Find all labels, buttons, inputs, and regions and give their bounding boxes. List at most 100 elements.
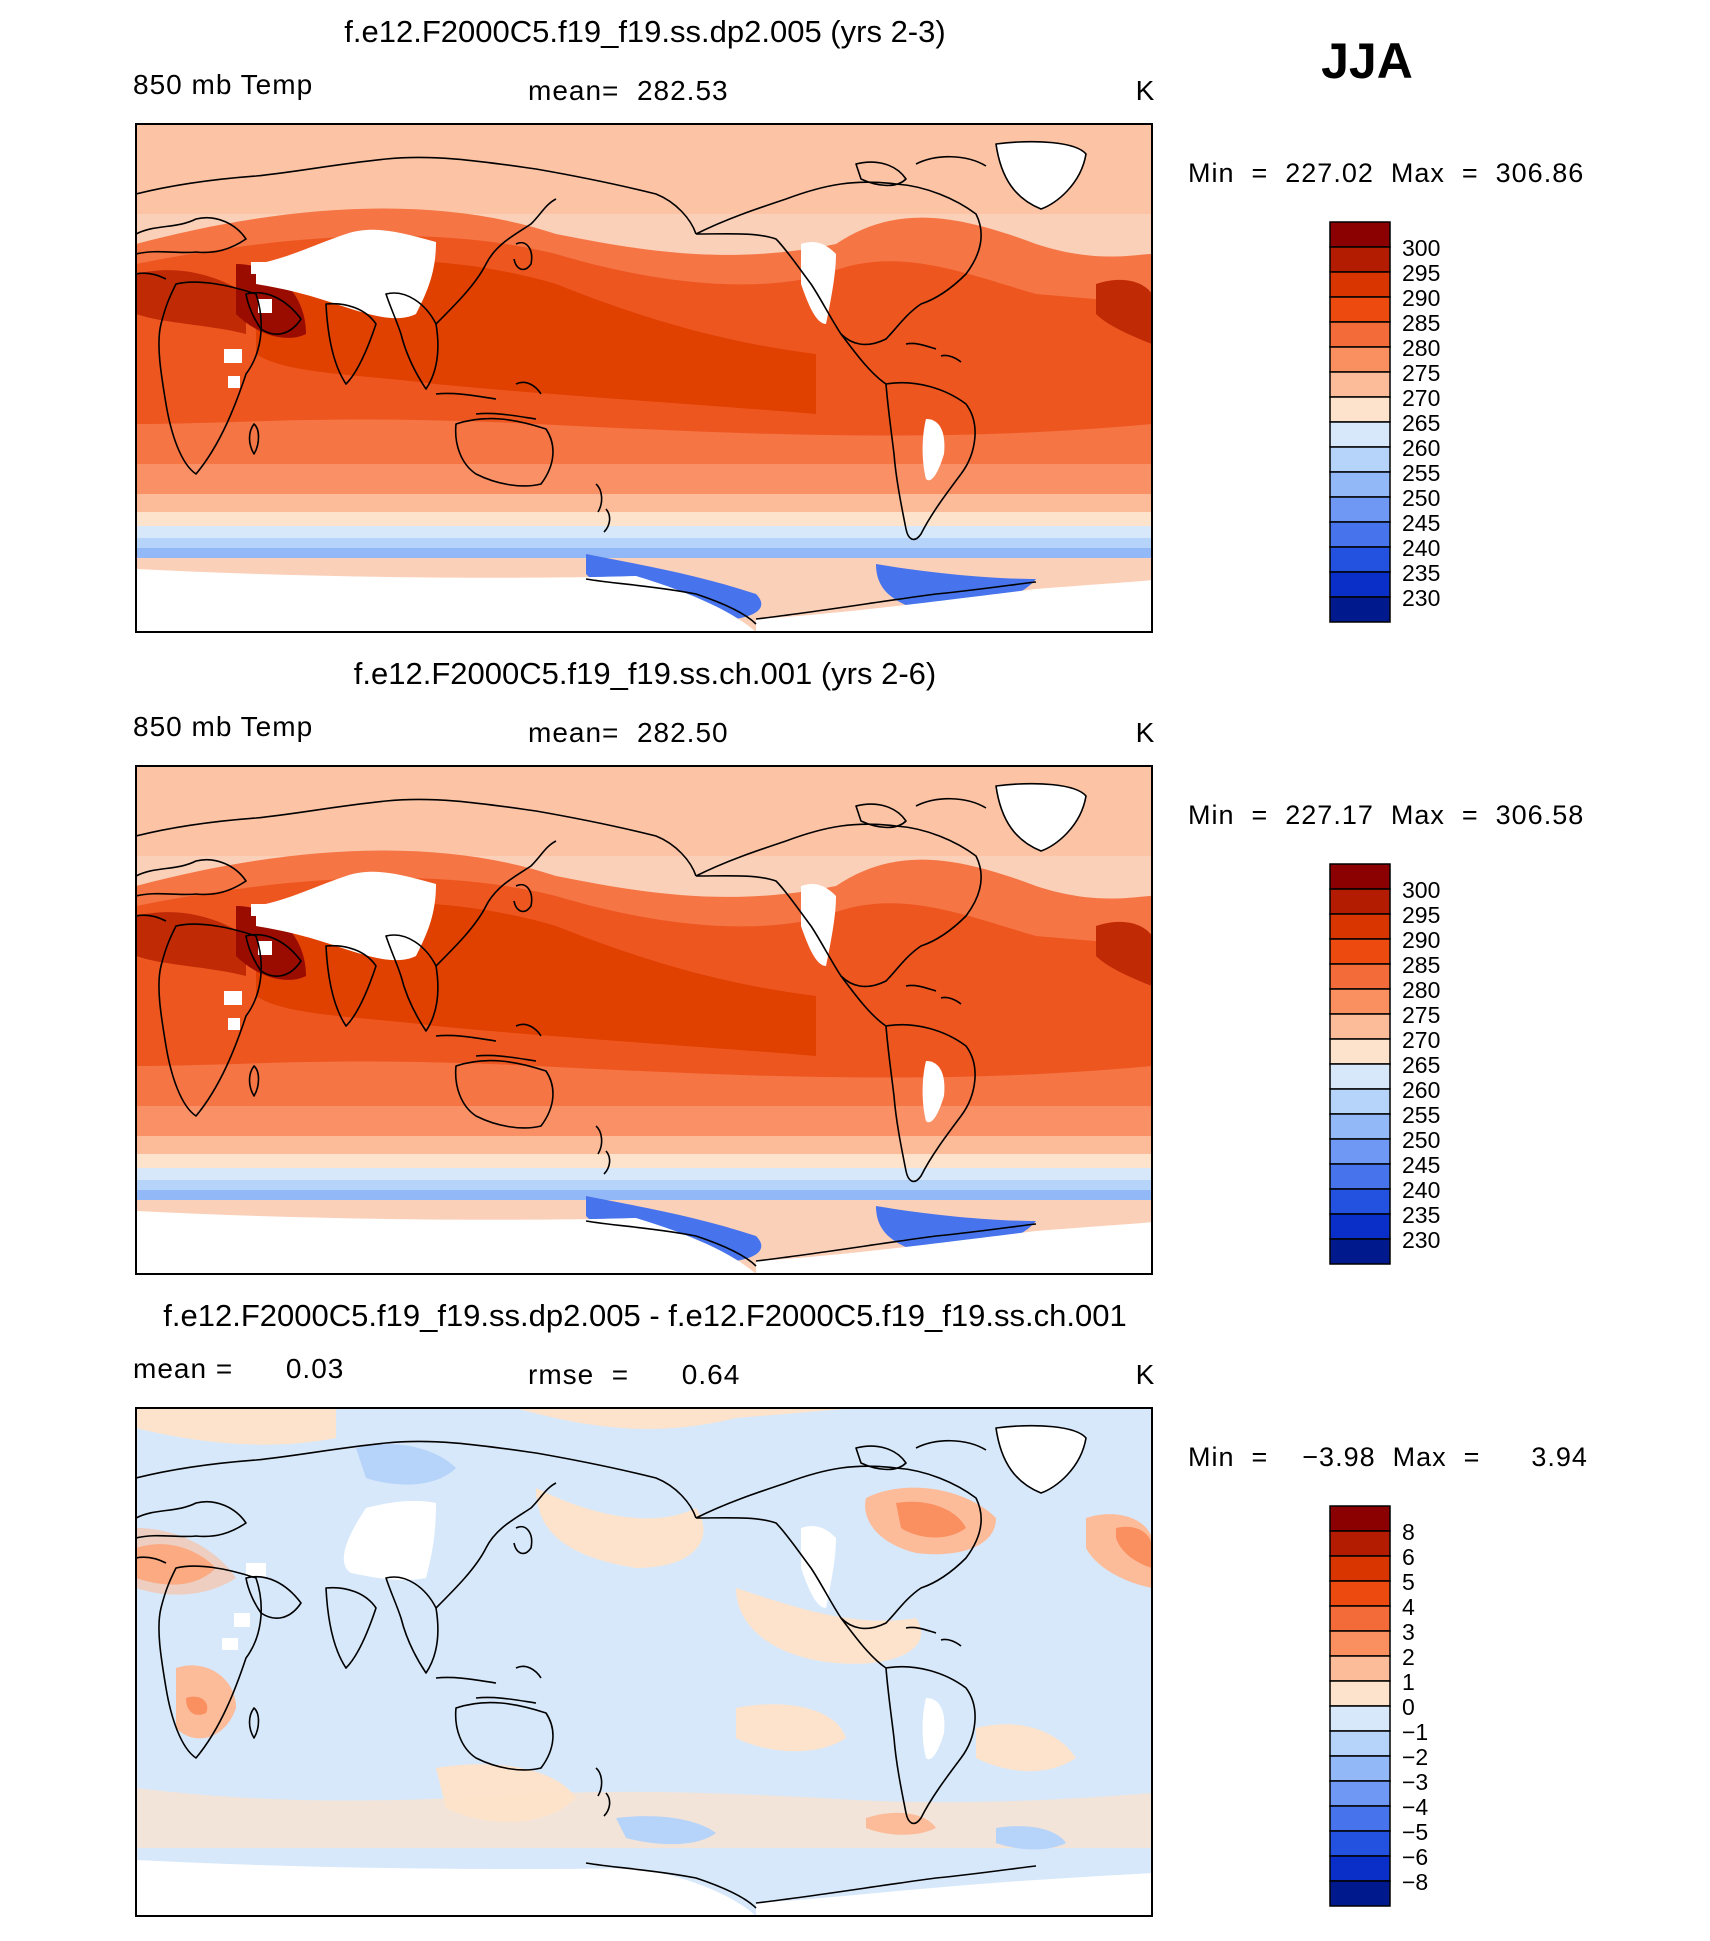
variable-label: mean = 0.03: [133, 1353, 344, 1384]
colorbar-swatch: [1329, 938, 1391, 965]
colorbar-swatch: [1329, 1655, 1391, 1682]
colorbar-swatch: [1329, 1113, 1391, 1140]
map-frame: [135, 765, 1153, 1275]
colorbar-swatch: [1329, 1630, 1391, 1657]
colorbar-swatch: [1329, 1238, 1391, 1265]
colorbar-swatch: [1329, 1730, 1391, 1757]
panel-ch-001: f.e12.F2000C5.f19_f19.ss.ch.001 (yrs 2-6…: [133, 656, 1584, 1275]
colorbar-swatch: [1329, 1088, 1391, 1115]
min-max-label: Min = 227.17 Max = 306.58: [1188, 800, 1584, 830]
colorbar-swatch: [1329, 1680, 1391, 1707]
colorbar-swatch: [1329, 1555, 1391, 1582]
colorbar-swatch: [1329, 1580, 1391, 1607]
colorbar-tick-label: 8: [1402, 1519, 1415, 1545]
colorbar: 3002952902852802752702652602552502452402…: [1329, 221, 1440, 623]
colorbar-swatch: [1329, 988, 1391, 1015]
colorbar-tick-label: 3: [1402, 1619, 1415, 1645]
colorbar-tick-label: 275: [1402, 1002, 1440, 1028]
colorbar-tick-label: 260: [1402, 435, 1440, 461]
colorbar-swatch: [1329, 1013, 1391, 1040]
colorbar-tick-label: 240: [1402, 1177, 1440, 1203]
colorbar-swatch: [1329, 571, 1391, 598]
min-max-label: Min = −3.98 Max = 3.94: [1188, 1442, 1588, 1472]
map-field: [136, 124, 1152, 632]
colorbar-swatch: [1329, 496, 1391, 523]
colorbar-swatch: [1329, 596, 1391, 623]
unit-label: K: [1136, 717, 1155, 748]
colorbar-tick-label: 265: [1402, 410, 1440, 436]
colorbar-tick-label: 300: [1402, 235, 1440, 261]
colorbar-tick-label: 2: [1402, 1644, 1415, 1670]
colorbar-swatch: [1329, 1038, 1391, 1065]
colorbar-tick-label: −6: [1402, 1844, 1428, 1870]
colorbar-tick-label: 255: [1402, 460, 1440, 486]
colorbar-tick-label: 250: [1402, 1127, 1440, 1153]
colorbar-swatch: [1329, 1063, 1391, 1090]
colorbar-swatch: [1329, 396, 1391, 423]
colorbar-tick-label: 290: [1402, 927, 1440, 953]
colorbar-swatch: [1329, 1755, 1391, 1782]
colorbar-tick-label: 260: [1402, 1077, 1440, 1103]
colorbar-swatch: [1329, 913, 1391, 940]
season-label: JJA: [1321, 33, 1413, 89]
colorbar-tick-label: 230: [1402, 1227, 1440, 1253]
colorbar-swatch: [1329, 1605, 1391, 1632]
stat-label: mean= 282.53: [528, 75, 729, 106]
panel-difference: f.e12.F2000C5.f19_f19.ss.dp2.005 - f.e12…: [133, 1298, 1588, 1917]
colorbar-swatch: [1329, 346, 1391, 373]
colorbar-tick-label: 6: [1402, 1544, 1415, 1570]
colorbar-tick-label: 270: [1402, 1027, 1440, 1053]
colorbar-tick-label: 295: [1402, 902, 1440, 928]
colorbar-tick-label: 0: [1402, 1694, 1415, 1720]
colorbar-tick-label: 265: [1402, 1052, 1440, 1078]
panel-title: f.e12.F2000C5.f19_f19.ss.dp2.005 (yrs 2-…: [344, 14, 945, 49]
map-field: [136, 1408, 1152, 1916]
colorbar-tick-label: 245: [1402, 510, 1440, 536]
stat-label: rmse = 0.64: [528, 1359, 740, 1390]
colorbar: 3002952902852802752702652602552502452402…: [1329, 863, 1440, 1265]
colorbar-tick-label: 275: [1402, 360, 1440, 386]
map-field: [136, 766, 1152, 1274]
colorbar-swatch: [1329, 1855, 1391, 1882]
colorbar-tick-label: 5: [1402, 1569, 1415, 1595]
colorbar-tick-label: 235: [1402, 1202, 1440, 1228]
colorbar-tick-label: 245: [1402, 1152, 1440, 1178]
colorbar-swatch: [1329, 371, 1391, 398]
colorbar-tick-label: 240: [1402, 535, 1440, 561]
panel-title: f.e12.F2000C5.f19_f19.ss.ch.001 (yrs 2-6…: [354, 656, 936, 691]
colorbar-tick-label: 295: [1402, 260, 1440, 286]
colorbar-swatch: [1329, 321, 1391, 348]
unit-label: K: [1136, 75, 1155, 106]
colorbar-tick-label: 280: [1402, 335, 1440, 361]
colorbar-swatch: [1329, 271, 1391, 298]
colorbar-swatch: [1329, 521, 1391, 548]
colorbar-swatch: [1329, 963, 1391, 990]
colorbar-swatch: [1329, 221, 1391, 248]
colorbar-tick-label: −4: [1402, 1794, 1428, 1820]
colorbar-tick-label: −5: [1402, 1819, 1428, 1845]
colorbar-swatch: [1329, 471, 1391, 498]
colorbar-swatch: [1329, 1780, 1391, 1807]
min-max-label: Min = 227.02 Max = 306.86: [1188, 158, 1584, 188]
colorbar-tick-label: 235: [1402, 560, 1440, 586]
colorbar-tick-label: 230: [1402, 585, 1440, 611]
colorbar-tick-label: −8: [1402, 1869, 1428, 1895]
variable-label: 850 mb Temp: [133, 711, 313, 742]
colorbar-swatch: [1329, 1830, 1391, 1857]
stat-label: mean= 282.50: [528, 717, 729, 748]
colorbar-swatch: [1329, 1805, 1391, 1832]
panel-dp2-005: f.e12.F2000C5.f19_f19.ss.dp2.005 (yrs 2-…: [133, 14, 1584, 633]
colorbar-swatch: [1329, 1163, 1391, 1190]
colorbar-tick-label: −2: [1402, 1744, 1428, 1770]
colorbar-swatch: [1329, 1880, 1391, 1907]
colorbar-tick-label: −3: [1402, 1769, 1428, 1795]
colorbar-swatch: [1329, 888, 1391, 915]
colorbar-tick-label: 285: [1402, 952, 1440, 978]
colorbar-tick-label: 290: [1402, 285, 1440, 311]
colorbar-swatch: [1329, 863, 1391, 890]
colorbar-swatch: [1329, 1138, 1391, 1165]
colorbar-swatch: [1329, 546, 1391, 573]
colorbar-swatch: [1329, 446, 1391, 473]
